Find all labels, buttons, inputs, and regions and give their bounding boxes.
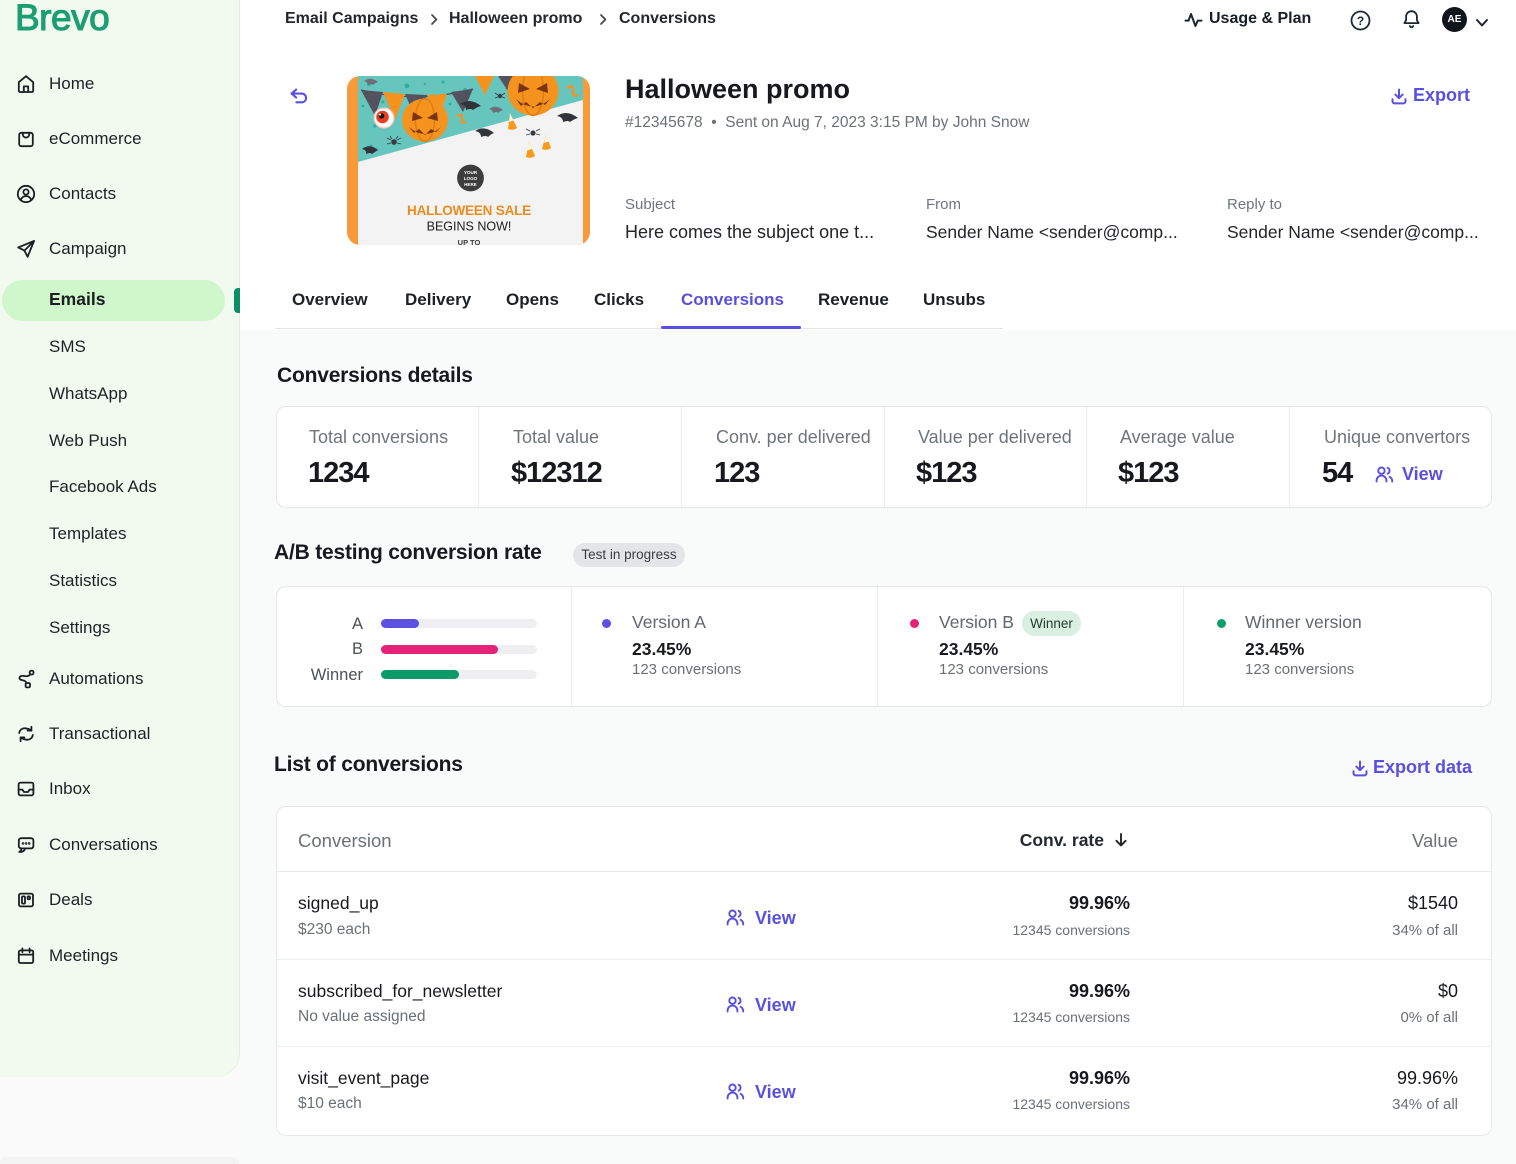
svg-text:UP TO: UP TO <box>458 238 481 245</box>
svg-text:?: ? <box>1357 14 1364 28</box>
svg-text:HERE: HERE <box>464 182 477 187</box>
svg-text:Brevo: Brevo <box>15 0 109 38</box>
svg-text:HALLOWEEN SALE: HALLOWEEN SALE <box>407 203 531 218</box>
svg-text:YOUR: YOUR <box>464 170 478 175</box>
svg-text:BEGINS NOW!: BEGINS NOW! <box>427 220 512 234</box>
svg-text:LOGO: LOGO <box>464 176 478 181</box>
